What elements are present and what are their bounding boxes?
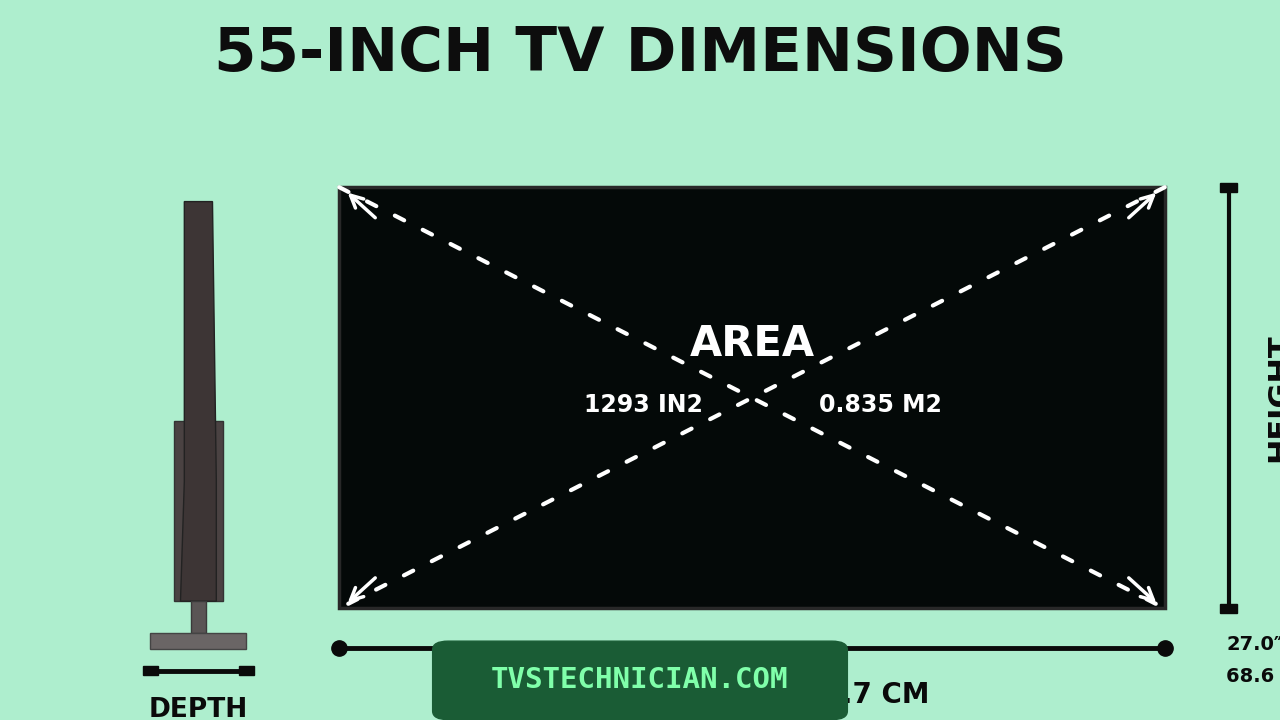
FancyBboxPatch shape xyxy=(433,641,847,720)
Text: 55-INCH TV DIMENSIONS: 55-INCH TV DIMENSIONS xyxy=(214,24,1066,84)
Bar xyxy=(174,421,223,601)
Bar xyxy=(151,633,246,649)
Text: DEPTH: DEPTH xyxy=(148,697,248,720)
Bar xyxy=(191,601,206,633)
Bar xyxy=(238,666,253,675)
Text: WIDTH   47.9″, 121.7 CM: WIDTH 47.9″, 121.7 CM xyxy=(548,681,931,708)
Bar xyxy=(1221,182,1238,192)
Polygon shape xyxy=(180,202,216,601)
Text: HEIGHT: HEIGHT xyxy=(1266,333,1280,462)
Text: 27.0″: 27.0″ xyxy=(1226,635,1280,654)
Text: TVSTECHNICIAN.COM: TVSTECHNICIAN.COM xyxy=(492,667,788,694)
Bar xyxy=(1221,603,1238,613)
Text: 68.6 CM: 68.6 CM xyxy=(1226,667,1280,686)
Text: 1293 IN2: 1293 IN2 xyxy=(584,393,703,417)
Bar xyxy=(142,666,157,675)
Text: AREA: AREA xyxy=(690,323,814,365)
Bar xyxy=(339,187,1165,608)
Text: 0.835 M2: 0.835 M2 xyxy=(819,393,941,417)
